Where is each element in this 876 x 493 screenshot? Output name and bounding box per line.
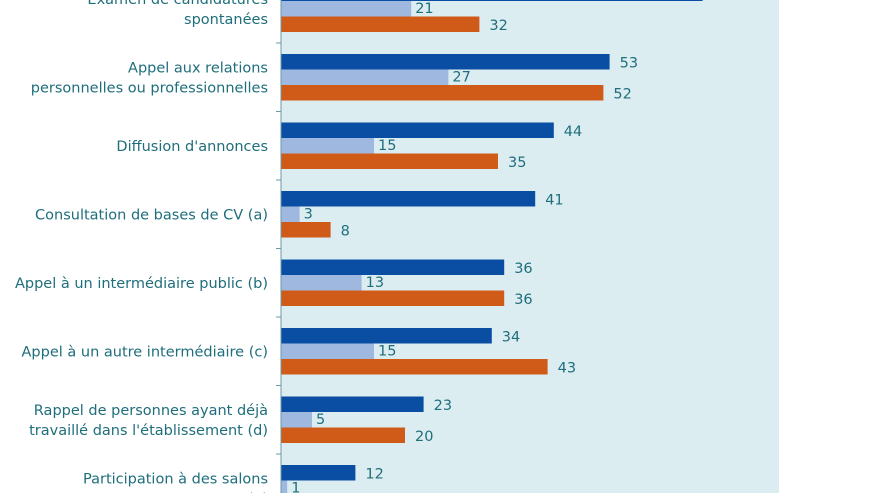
value-label: 53 bbox=[620, 55, 638, 71]
value-label: 44 bbox=[564, 124, 582, 140]
bar-2 bbox=[281, 480, 288, 493]
bar-2 bbox=[281, 206, 300, 222]
value-label: 8 bbox=[341, 223, 350, 239]
value-label: 35 bbox=[508, 155, 526, 171]
value-label: 3 bbox=[304, 206, 313, 222]
category-label-line: personnelles ou professionnelles bbox=[31, 80, 268, 96]
category-label-line: Consultation de bases de CV (a) bbox=[35, 207, 268, 223]
value-label: 36 bbox=[514, 261, 532, 277]
bar-1 bbox=[281, 396, 424, 412]
bar-2 bbox=[281, 343, 374, 359]
value-label: 20 bbox=[415, 429, 433, 445]
value-label: 5 bbox=[316, 412, 325, 428]
category-label-line: travaillé dans l'établissement (d) bbox=[29, 423, 268, 439]
value-label: 15 bbox=[378, 138, 396, 154]
bar-1 bbox=[281, 328, 492, 344]
value-label: 34 bbox=[502, 329, 520, 345]
bar-1 bbox=[281, 259, 505, 275]
value-label: 21 bbox=[415, 1, 433, 17]
value-label: 23 bbox=[434, 398, 452, 414]
value-labels: 21 32 53 27 52 44 15 35 41 3 8 36 13 36 34 15 43 23 5 20 12 1 bbox=[291, 1, 638, 493]
bar-3 bbox=[281, 427, 405, 443]
bar-2 bbox=[281, 275, 362, 291]
category-label-line: Diffusion d'annonces bbox=[116, 139, 268, 155]
bar-2 bbox=[281, 412, 312, 428]
bar-3 bbox=[281, 359, 548, 375]
bar-3 bbox=[281, 290, 505, 306]
category-label-line: Participation à des salons bbox=[83, 471, 268, 487]
value-label: 32 bbox=[489, 18, 507, 34]
bar-2 bbox=[281, 138, 374, 154]
value-label: 13 bbox=[366, 275, 384, 291]
value-label: 52 bbox=[613, 86, 631, 102]
category-label-line: Rappel de personnes ayant déjà bbox=[34, 403, 268, 419]
bars-layer bbox=[281, 0, 703, 493]
bar-3 bbox=[281, 16, 480, 32]
bar-3 bbox=[281, 85, 604, 101]
category-label: Appel aux relations personnelles ou profe… bbox=[31, 60, 268, 96]
category-label: Appel à un autre intermédiaire (c) bbox=[22, 344, 269, 360]
category-label-line: Appel aux relations bbox=[128, 60, 268, 76]
category-labels: Examen de candidatures spontanées Appel au… bbox=[15, 0, 268, 493]
bar-3 bbox=[281, 153, 498, 169]
category-label-line: spontanées bbox=[184, 12, 268, 28]
value-label: 27 bbox=[452, 69, 470, 85]
bar-1 bbox=[281, 54, 610, 70]
value-label: 41 bbox=[545, 192, 563, 208]
bar-1 bbox=[281, 465, 356, 481]
bar-3 bbox=[281, 222, 331, 238]
bar-2 bbox=[281, 69, 449, 85]
value-label: 36 bbox=[514, 292, 532, 308]
category-label: Appel à un intermédiaire public (b) bbox=[15, 276, 268, 292]
bar-1 bbox=[281, 191, 536, 207]
category-label: Diffusion d'annonces bbox=[116, 139, 268, 155]
bar-1 bbox=[281, 0, 703, 1]
category-label: Participation à des salons et autres cana… bbox=[83, 471, 268, 493]
bar-1 bbox=[281, 122, 554, 138]
category-label: Rappel de personnes ayant déjà travaillé … bbox=[29, 403, 268, 439]
bar-2 bbox=[281, 1, 412, 17]
category-label: Examen de candidatures spontanées bbox=[87, 0, 268, 28]
category-label-line: et autres canaux (e) bbox=[121, 491, 268, 493]
axis-ticks bbox=[276, 42, 281, 455]
value-label: 15 bbox=[378, 343, 396, 359]
category-label: Consultation de bases de CV (a) bbox=[35, 207, 268, 223]
category-label-line: Examen de candidatures bbox=[87, 0, 268, 8]
category-label-line: Appel à un autre intermédiaire (c) bbox=[22, 344, 269, 360]
value-label: 1 bbox=[291, 480, 300, 493]
category-label-line: Appel à un intermédiaire public (b) bbox=[15, 276, 268, 292]
value-label: 43 bbox=[558, 360, 576, 376]
value-label: 12 bbox=[365, 466, 383, 482]
